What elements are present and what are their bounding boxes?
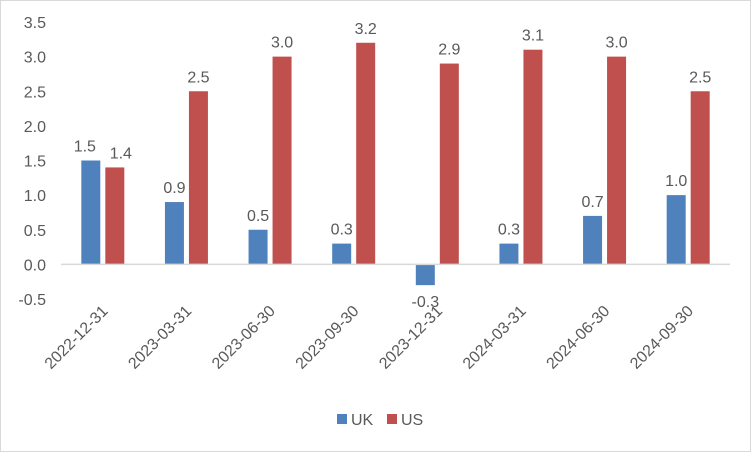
bar-uk xyxy=(583,215,603,265)
data-label-uk: 0.7 xyxy=(581,194,603,211)
bar-uk xyxy=(666,195,686,265)
bar-uk xyxy=(164,202,184,265)
data-label-uk: 1.5 xyxy=(74,139,96,156)
y-tick-label: -0.5 xyxy=(18,292,46,309)
data-label-uk: 0.5 xyxy=(247,208,269,225)
bar-uk xyxy=(248,229,268,265)
bar-uk xyxy=(81,160,101,265)
data-label-uk: 0.3 xyxy=(498,222,520,239)
data-label-uk: 0.3 xyxy=(331,222,353,239)
data-label-us: 1.4 xyxy=(110,145,132,162)
data-label-us: 2.5 xyxy=(689,69,711,86)
bar-us xyxy=(188,91,208,265)
legend-item-uk: UK xyxy=(337,412,374,429)
data-label-us: 3.2 xyxy=(355,21,377,38)
bar-uk xyxy=(499,243,519,265)
legend-swatch xyxy=(387,414,397,424)
bar-us xyxy=(272,56,292,265)
bar-uk xyxy=(415,264,435,286)
y-tick-label: 3.5 xyxy=(24,15,46,32)
y-tick-label: 2.5 xyxy=(24,84,46,101)
bar-us xyxy=(105,167,125,265)
legend-label: UK xyxy=(351,412,374,429)
data-label-us: 2.9 xyxy=(438,42,460,59)
y-tick-label: 1.5 xyxy=(24,154,46,171)
bar-us xyxy=(523,49,543,265)
data-label-us: 3.1 xyxy=(522,28,544,45)
data-label-uk: -0.3 xyxy=(412,294,440,311)
y-tick-label: 1.0 xyxy=(24,188,46,205)
data-label-us: 3.0 xyxy=(605,35,627,52)
legend-item-us: US xyxy=(387,412,423,429)
y-tick-label: 3.0 xyxy=(24,50,46,67)
legend-swatch xyxy=(337,414,347,424)
bar-us xyxy=(607,56,627,265)
bar-us xyxy=(690,91,710,265)
y-tick-label: 0.5 xyxy=(24,223,46,240)
data-label-uk: 1.0 xyxy=(665,173,687,190)
data-label-us: 2.5 xyxy=(187,69,209,86)
bar-uk xyxy=(332,243,352,265)
bar-us xyxy=(439,63,459,265)
legend-label: US xyxy=(401,412,423,429)
y-tick-label: 2.0 xyxy=(24,119,46,136)
data-label-us: 3.0 xyxy=(271,35,293,52)
y-tick-label: 0.0 xyxy=(24,257,46,274)
data-label-uk: 0.9 xyxy=(163,180,185,197)
bar-us xyxy=(356,42,376,265)
